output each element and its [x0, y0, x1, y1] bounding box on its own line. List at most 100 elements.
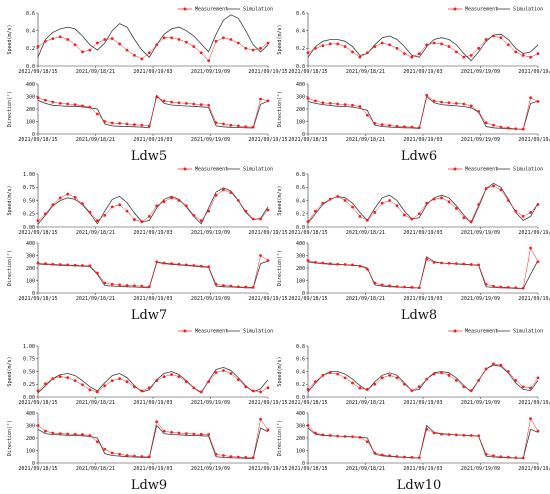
direction-measurement-point [373, 121, 377, 125]
legend-simulation-label: Simulation [243, 329, 273, 335]
speed-axis-label: Speed(m/s) [277, 24, 283, 54]
speed-measurement-point [529, 211, 532, 214]
speed-measurement-series [37, 36, 269, 62]
speed-measurement-point [403, 382, 406, 386]
speed-measurement-point [236, 41, 240, 45]
speed-measurement-point [125, 380, 129, 384]
direction-ytick-label: 200 [296, 436, 305, 442]
speed-measurement-point [222, 36, 225, 40]
speed-xtick-label: 2021/09/19/09 [191, 400, 230, 406]
direction-measurement-point [351, 435, 354, 439]
speed-ytick-label: 0.0 [296, 225, 305, 231]
direction-measurement-point [343, 263, 347, 266]
speed-measurement-point [222, 188, 225, 192]
direction-measurement-point [432, 99, 436, 103]
direction-measurement-point [133, 123, 136, 127]
direction-measurement-point [36, 424, 40, 427]
speed-ytick-label: 0.8 [296, 344, 305, 350]
legend-measurement-marker [453, 167, 457, 171]
speed-measurement-point [244, 209, 248, 213]
direction-xtick-label: 2021/09/19/09 [461, 137, 500, 143]
chart-panel-ldw10: Measurement Simulation 0.0 0.2 0.4 0.6 0.8 2021… [277, 329, 550, 493]
speed-measurement-point [351, 381, 354, 385]
speed-measurement-point [328, 42, 332, 46]
direction-measurement-point [162, 429, 166, 433]
direction-ytick-label: 0 [302, 291, 305, 297]
speed-simulation-series [37, 14, 269, 58]
direction-measurement-point [432, 260, 436, 264]
speed-measurement-point [536, 203, 540, 206]
direction-measurement-point [388, 454, 392, 458]
direction-measurement-point [514, 456, 518, 460]
direction-measurement-point [73, 263, 77, 267]
direction-measurement-point [259, 254, 262, 257]
direction-measurement-point [454, 433, 458, 437]
direction-measurement-point [328, 262, 332, 266]
direction-measurement-point [214, 121, 218, 125]
direction-measurement-point [336, 102, 340, 106]
direction-measurement-point [314, 431, 317, 435]
direction-measurement-point [88, 434, 92, 437]
direction-measurement-point [529, 96, 532, 100]
speed-xtick-label: 2021/09/18/21 [76, 69, 115, 75]
direction-measurement-point [321, 101, 325, 105]
speed-axis-label: Speed(m/s) [277, 356, 283, 386]
speed-measurement-point [229, 38, 233, 41]
speed-measurement-point [192, 213, 196, 217]
speed-measurement-point [529, 55, 532, 59]
speed-measurement-point [432, 41, 436, 45]
legend-simulation-label: Simulation [513, 329, 543, 335]
direction-measurement-point [266, 259, 270, 262]
speed-measurement-point [336, 42, 340, 46]
speed-ytick-label: 1.00 [23, 172, 35, 178]
chart-panel-ldw5: Measurement Simulation 0.0 0.2 0.4 0.6 2021/09… [7, 7, 288, 164]
direction-measurement-point [58, 101, 62, 105]
direction-measurement-point [184, 432, 188, 436]
direction-measurement-point [44, 429, 47, 433]
direction-measurement-point [147, 124, 151, 128]
speed-measurement-series [307, 363, 539, 391]
direction-measurement-point [118, 452, 122, 456]
direction-measurement-point [492, 454, 495, 458]
direction-measurement-point [484, 121, 488, 125]
direction-xtick-label: 2021/09/18/21 [76, 466, 115, 472]
speed-measurement-point [251, 389, 255, 393]
speed-measurement-point [259, 390, 262, 394]
speed-measurement-point [492, 362, 495, 366]
direction-xtick-label: 2021/09/19/03 [133, 296, 172, 302]
direction-xtick-label: 2021/09/18/21 [76, 296, 115, 302]
speed-measurement-point [36, 389, 40, 393]
direction-measurement-point [403, 455, 406, 459]
speed-ytick-label: 0.0 [26, 64, 35, 70]
speed-measurement-point [499, 363, 503, 367]
speed-measurement-point [432, 197, 436, 201]
direction-measurement-point [81, 433, 84, 436]
direction-measurement-point [140, 123, 144, 127]
speed-measurement-point [229, 372, 233, 375]
speed-measurement-point [236, 199, 240, 202]
direction-ytick-label: 400 [26, 411, 35, 417]
legend-measurement-label: Measurement [465, 7, 498, 13]
direction-ytick-label: 200 [26, 266, 35, 272]
direction-measurement-point [388, 124, 392, 127]
speed-measurement-point [492, 34, 495, 38]
direction-xtick-label: 2021/09/19/15 [518, 296, 550, 302]
speed-measurement-point [199, 390, 203, 394]
direction-measurement-point [199, 264, 203, 268]
chart-caption: Ldw10 [397, 478, 442, 493]
speed-measurement-point [306, 387, 310, 391]
direction-measurement-point [395, 285, 399, 288]
legend-measurement-marker [183, 167, 187, 171]
direction-measurement-point [462, 102, 466, 106]
speed-measurement-point [388, 199, 392, 202]
speed-measurement-point [244, 46, 248, 50]
direction-measurement-point [388, 284, 392, 288]
direction-measurement-point [95, 112, 99, 116]
direction-measurement-series [37, 96, 269, 128]
speed-measurement-point [170, 373, 173, 376]
speed-measurement-point [177, 199, 181, 202]
speed-measurement-point [214, 193, 218, 197]
direction-xtick-label: 2021/09/18/21 [76, 137, 115, 143]
direction-measurement-point [365, 113, 369, 117]
direction-xtick-label: 2021/09/19/03 [403, 137, 442, 143]
